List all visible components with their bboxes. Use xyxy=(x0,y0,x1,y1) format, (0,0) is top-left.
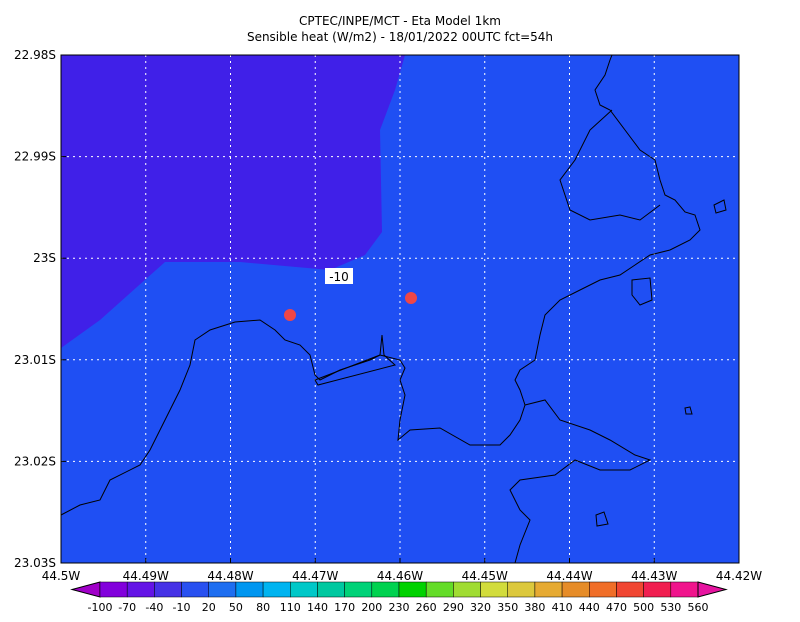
colorbar-label: 80 xyxy=(256,601,270,614)
map-area: -10 xyxy=(60,54,740,564)
colorbar-box xyxy=(235,581,264,598)
colorbar-label: 410 xyxy=(552,601,573,614)
x-tick-label: 44.45W xyxy=(462,569,508,583)
coastline xyxy=(509,399,652,564)
island xyxy=(631,277,653,306)
colorbar-label: 530 xyxy=(660,601,681,614)
x-tick-label: 44.44W xyxy=(546,569,592,583)
colorbar-box xyxy=(208,581,237,598)
island xyxy=(713,199,727,214)
station-point xyxy=(405,292,417,304)
x-tick-label: 44.49W xyxy=(123,569,169,583)
colorbar-label: 140 xyxy=(307,601,328,614)
colorbar-box xyxy=(262,581,291,598)
field-region xyxy=(61,55,405,348)
contour-label-box xyxy=(325,268,353,284)
y-tick-label: 22.99S xyxy=(14,150,56,164)
island xyxy=(595,511,609,527)
colorbar-label: 500 xyxy=(633,601,654,614)
colorbar: -100 -70 -40 -10 20 50 80 110 140 170 200 230 260 290… xyxy=(70,581,728,614)
subtitle: Sensible heat (W/m2) - 18/01/2022 00UTC … xyxy=(247,30,553,44)
colorbar-box xyxy=(181,581,209,598)
colorbar-label: 260 xyxy=(416,601,437,614)
colorbar-box xyxy=(371,581,400,598)
colorbar-label: 290 xyxy=(443,601,464,614)
colorbar-label: -40 xyxy=(145,601,163,614)
colorbar-box xyxy=(453,581,481,598)
colorbar-arrow xyxy=(70,581,101,598)
colorbar-box xyxy=(425,581,454,598)
colorbar-label: 470 xyxy=(606,601,627,614)
colorbar-label: -10 xyxy=(173,601,191,614)
colorbar-box xyxy=(643,581,672,598)
colorbar-box xyxy=(670,581,699,598)
island xyxy=(684,406,693,415)
colorbar-box xyxy=(534,581,563,598)
y-tick-label: 22.98S xyxy=(14,48,56,62)
y-tick-label: 23.03S xyxy=(14,556,56,570)
colorbar-box xyxy=(616,581,644,598)
x-tick-label: 44.47W xyxy=(292,569,338,583)
colorbar-label: 20 xyxy=(202,601,216,614)
colorbar-label: 440 xyxy=(579,601,600,614)
colorbar-box xyxy=(507,581,536,598)
x-tick-label: 44.5W xyxy=(42,569,81,583)
colorbar-label: -70 xyxy=(118,601,136,614)
colorbar-box xyxy=(480,581,508,598)
title: CPTEC/INPE/MCT - Eta Model 1km xyxy=(299,14,501,28)
colorbar-label: 200 xyxy=(361,601,382,614)
colorbar-label: 380 xyxy=(524,601,545,614)
y-tick-label: 23.02S xyxy=(14,454,56,468)
colorbar-label: -100 xyxy=(88,601,113,614)
x-tick-label: 44.48W xyxy=(207,569,253,583)
colorbar-label: 230 xyxy=(389,601,410,614)
pier xyxy=(314,334,397,386)
colorbar-label: 350 xyxy=(497,601,518,614)
coastline xyxy=(60,54,701,516)
colorbar-box xyxy=(126,581,155,598)
colorbar-box xyxy=(154,581,182,598)
y-tick-label: 23S xyxy=(33,251,56,265)
colorbar-label: 110 xyxy=(280,601,301,614)
contour-label: -10 xyxy=(329,270,349,284)
colorbar-box xyxy=(99,581,128,598)
colorbar-label: 320 xyxy=(470,601,491,614)
x-tick-label: 44.42W xyxy=(716,569,762,583)
colorbar-box xyxy=(317,581,345,598)
x-tick-label: 44.43W xyxy=(631,569,677,583)
x-tick-label: 44.46W xyxy=(377,569,423,583)
grid xyxy=(61,55,739,563)
station-point xyxy=(284,309,296,321)
colorbar-box xyxy=(290,581,318,598)
colorbar-box xyxy=(344,581,373,598)
colorbar-label: 170 xyxy=(334,601,355,614)
colorbar-arrow xyxy=(697,581,728,598)
colorbar-label: 560 xyxy=(688,601,709,614)
y-tick-label: 23.01S xyxy=(14,353,56,367)
colorbar-label: 50 xyxy=(229,601,243,614)
colorbar-box xyxy=(561,581,590,598)
coastline xyxy=(559,109,661,221)
colorbar-box xyxy=(398,581,427,598)
colorbar-box xyxy=(589,581,617,598)
